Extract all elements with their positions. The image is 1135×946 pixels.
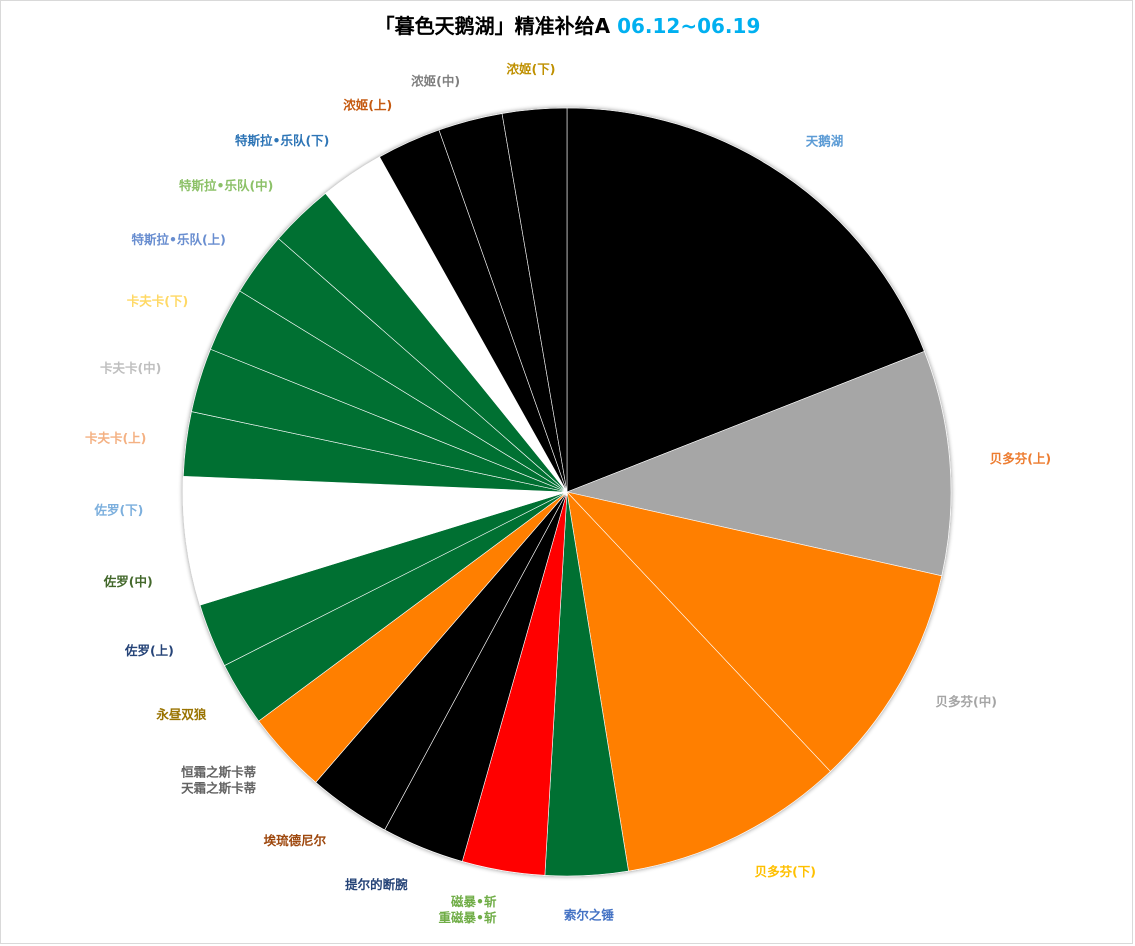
slice-label-12: 佐罗(下) [93,503,143,518]
slice-label-16: 特斯拉•乐队(上) [131,232,225,247]
slice-label-5: 磁暴•斩重磁暴•斩 [439,894,497,925]
slice-label-20: 浓姬(中) [411,74,460,89]
slice-label-10: 佐罗(上) [124,643,174,658]
slice-label-13: 卡夫卡(上) [85,431,146,446]
chart-title: 「暮色天鹅湖」精准补给A 06.12~06.19 [0,10,1135,39]
slice-label-21: 浓姬(下) [507,62,556,77]
chart-date-range: 06.12~06.19 [617,14,761,38]
slice-label-17: 特斯拉•乐队(中) [179,178,273,193]
pie-slice-0 [566,107,925,493]
slice-label-3: 贝多芬(下) [755,864,816,879]
pie-slice-2 [566,491,943,772]
chart-title-text: 「暮色天鹅湖」精准补给A [374,14,611,38]
slice-label-14: 卡夫卡(中) [100,360,161,375]
slice-label-19: 浓姬(上) [343,98,392,113]
slice-label-15: 卡夫卡(下) [127,294,188,309]
pie-slice-3 [566,491,831,872]
slice-label-4: 索尔之锤 [564,907,615,922]
slice-label-2: 贝多芬(中) [936,694,997,709]
slice-label-0: 天鹅湖 [806,134,844,149]
slice-label-8: 恒霜之斯卡蒂天霜之斯卡蒂 [181,765,257,796]
pie-slice-21 [501,107,568,493]
pie-slice-1 [565,351,952,577]
slice-label-9: 永昼双狼 [155,707,207,722]
slice-label-6: 提尔的断腕 [345,877,408,892]
slice-label-7: 埃琉德尼尔 [264,833,327,848]
slice-label-1: 贝多芬(上) [990,451,1051,466]
slice-label-18: 特斯拉•乐队(下) [235,133,329,148]
pie-slices [182,107,952,877]
slice-label-11: 佐罗(中) [103,574,153,589]
